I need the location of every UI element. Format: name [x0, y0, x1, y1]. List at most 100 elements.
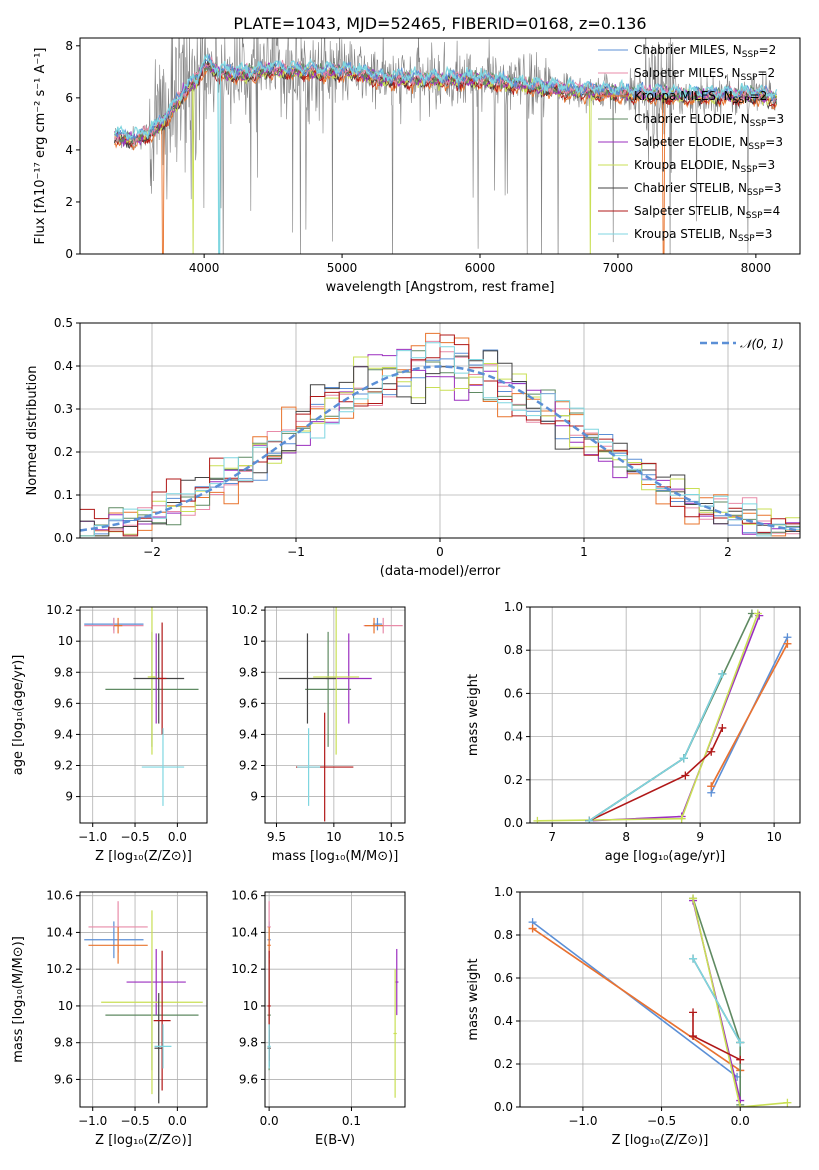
series-line — [588, 673, 724, 822]
y-tick-label: 9 — [250, 790, 258, 804]
y-tick-label: 10.6 — [231, 889, 258, 903]
y-tick-label: 1.0 — [504, 600, 523, 614]
x-tick-label: −1 — [287, 545, 305, 559]
y-tick-label: 10.6 — [46, 889, 73, 903]
x-tick-label: 9.5 — [267, 830, 286, 844]
legend-label: Kroupa MILES, NSSP=2 — [634, 89, 767, 106]
chart-age_weight: 7 8 9 10 0.0 0.2 0.4 0.6 0.8 1.0 age [log₁₀(age/yr… — [466, 600, 801, 864]
y-tick-label: 0.2 — [54, 445, 73, 459]
y-axis-label: mass weight — [466, 674, 481, 756]
y-tick-label: 0.4 — [54, 359, 73, 373]
series-marker — [528, 924, 537, 933]
series-marker — [736, 1038, 745, 1047]
chart-z_mass: −1.0 −0.5 0.0 9.6 9.8 10 10.2 10.4 10.6 Z [log₁₀(… — [11, 889, 208, 1148]
errorbar-salpeter-elodie — [126, 948, 186, 1016]
x-tick-label: 8 — [622, 830, 630, 844]
chart-z_age: −1.0 −0.5 0.0 9 9.2 9.4 9.6 9.8 10 10.2 Z [log₁₀(Z… — [11, 603, 208, 864]
plot-area — [80, 332, 800, 537]
axes-frame: 0.0 0.1 9.6 9.8 10 10.2 10.4 10.6 E(B-V) — [231, 889, 406, 1148]
y-tick-label: 9.6 — [239, 696, 258, 710]
errorbar-kroupa-elodie — [147, 607, 157, 755]
legend-label: Salpeter MILES, NSSP=2 — [634, 66, 775, 83]
plot-area — [84, 607, 199, 806]
y-tick-label: 0.2 — [494, 1057, 513, 1071]
x-tick-label: 4000 — [189, 261, 220, 275]
y-axis-label: Flux [fλ10⁻¹⁷ erg cm⁻² s⁻¹ A⁻¹] — [33, 48, 48, 245]
series-line — [710, 643, 789, 787]
series-marker — [689, 1032, 698, 1041]
errorbar-kroupa-stelib — [154, 1024, 172, 1069]
y-tick-label: 10.2 — [46, 962, 73, 976]
errorbar-salpeter-stelib — [153, 950, 171, 1091]
y-tick-label: 10.2 — [231, 962, 258, 976]
y-tick-label: 0.8 — [504, 643, 523, 657]
series-line — [532, 927, 741, 1072]
series-marker — [783, 1098, 792, 1107]
y-tick-label: 9.4 — [54, 727, 73, 741]
spectrum-legend: Chabrier MILES, NSSP=2 Salpeter MILES, NS… — [598, 43, 784, 244]
errorbar-chabrier-miles — [84, 921, 144, 959]
errorbar-kroupa-elodie — [393, 969, 397, 1098]
axes-box — [79, 37, 801, 255]
y-tick-label: 0.3 — [54, 402, 73, 416]
x-tick-label: −2 — [143, 545, 161, 559]
series-line — [532, 921, 738, 1078]
y-tick-label: 9.2 — [54, 759, 73, 773]
axes-box — [529, 606, 801, 824]
x-tick-label: −1.0 — [568, 1114, 597, 1128]
y-tick-label: 0.5 — [54, 316, 73, 330]
y-tick-label: 9.8 — [239, 1036, 258, 1050]
axes-frame: 9.5 10 10.5 9 9.2 9.4 9.6 9.8 10 10.2 mass [log₁₀(… — [231, 603, 406, 864]
legend-label: Salpeter ELODIE, NSSP=3 — [634, 135, 783, 152]
x-axis-label: E(B-V) — [315, 1133, 355, 1148]
series-marker — [718, 669, 727, 678]
y-tick-label: 10 — [243, 999, 258, 1013]
y-tick-label: 10.4 — [46, 925, 73, 939]
y-tick-label: 10 — [58, 634, 73, 648]
series-chabrier-elodie — [585, 609, 756, 823]
x-tick-label: −0.5 — [120, 830, 149, 844]
series-kroupa-stelib — [689, 954, 745, 1047]
y-tick-label: 1.0 — [494, 885, 513, 899]
series-line — [537, 613, 759, 822]
series-chabrier-miles — [528, 918, 742, 1081]
series-marker — [681, 771, 690, 780]
series-marker — [707, 747, 716, 756]
chart-mass_age: 9.5 10 10.5 9 9.2 9.4 9.6 9.8 10 10.2 mass [log₁₀(… — [231, 603, 406, 864]
y-tick-label: 8 — [65, 39, 73, 53]
axes-frame: 4000 5000 6000 7000 8000 0 2 4 6 8 wavelength [Ang… — [33, 37, 801, 295]
plot-area — [533, 609, 792, 823]
histogram-chabrier-miles — [80, 349, 800, 537]
series-marker — [689, 1008, 698, 1017]
model-line-kroupa-stelib — [114, 54, 778, 254]
series-marker — [718, 723, 727, 732]
errorbar-kroupa-stelib — [297, 728, 321, 806]
chart-residuals: −2 −1 0 1 2 0.0 0.1 0.2 0.3 0.4 0.5 (data-model)/er… — [25, 316, 801, 579]
series-line — [692, 898, 788, 1107]
x-tick-label: −0.5 — [120, 1114, 149, 1128]
y-tick-label: 10.2 — [231, 603, 258, 617]
y-tick-label: 9 — [65, 790, 73, 804]
x-tick-label: 8000 — [741, 261, 772, 275]
x-tick-label: −1.0 — [78, 830, 107, 844]
series-kroupa-elodie — [533, 609, 762, 823]
legend-label: 𝒩(0, 1) — [740, 337, 784, 351]
x-tick-label: 0.1 — [342, 1114, 361, 1128]
x-tick-label: 0.0 — [260, 1114, 279, 1128]
y-tick-label: 0.0 — [54, 531, 73, 545]
y-tick-label: 0.0 — [494, 1100, 513, 1114]
x-tick-label: 7 — [548, 830, 556, 844]
x-tick-label: 0.0 — [168, 1114, 187, 1128]
x-axis-label: (data-model)/error — [380, 564, 501, 579]
x-tick-label: 10.5 — [378, 830, 405, 844]
histogram-kroupa-elodie — [80, 356, 800, 537]
axes-box — [264, 891, 406, 1108]
errorbar-chabrier-elodie — [305, 631, 352, 747]
normal-fit-curve — [80, 365, 800, 532]
series-marker — [677, 814, 686, 823]
axes-box — [79, 891, 208, 1108]
y-tick-label: 0.8 — [494, 928, 513, 942]
axes-frame: −1.0 −0.5 0.0 0.0 0.2 0.4 0.6 0.8 1.0 Z [log₁₀(Z/… — [466, 885, 801, 1148]
errorbar-kroupa-miles — [88, 926, 148, 964]
axes-frame: −2 −1 0 1 2 0.0 0.1 0.2 0.3 0.4 0.5 (data-model)/er… — [25, 316, 801, 579]
